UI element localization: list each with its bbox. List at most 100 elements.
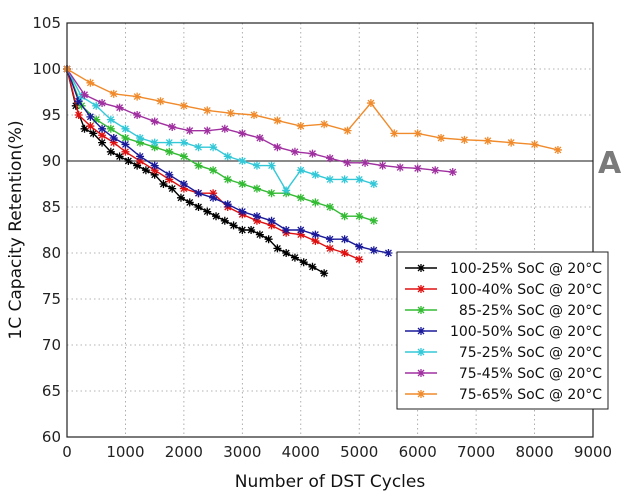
data-point xyxy=(238,180,247,188)
data-point xyxy=(86,112,95,121)
y-tick-label: 60 xyxy=(42,428,61,446)
data-point xyxy=(311,237,320,246)
data-point xyxy=(209,143,218,152)
legend-entry: 75-45% SoC @ 20°C xyxy=(405,366,602,382)
series-line xyxy=(66,68,559,151)
data-point xyxy=(396,163,405,172)
data-point xyxy=(378,161,387,170)
data-point xyxy=(290,253,299,262)
data-point xyxy=(311,198,320,207)
data-point xyxy=(185,126,194,135)
data-point xyxy=(273,143,282,152)
data-point xyxy=(194,189,203,198)
data-point xyxy=(431,166,440,175)
legend-marker xyxy=(417,285,425,293)
data-point xyxy=(252,216,261,225)
legend-marker xyxy=(417,327,425,335)
data-point xyxy=(255,134,264,142)
data-point xyxy=(413,129,422,138)
data-point xyxy=(179,101,188,110)
legend-label: 85-25% SoC @ 20°C xyxy=(459,303,602,319)
data-point xyxy=(320,269,329,278)
series-1 xyxy=(63,65,329,278)
data-point xyxy=(203,126,212,135)
x-tick-label: 3000 xyxy=(223,443,261,461)
data-point xyxy=(252,184,261,193)
data-point xyxy=(238,157,247,165)
data-point xyxy=(366,99,375,108)
data-point xyxy=(355,175,364,184)
data-point xyxy=(238,207,247,216)
data-point xyxy=(290,147,299,156)
data-point xyxy=(121,134,130,142)
legend-label: 100-25% SoC @ 20°C xyxy=(450,261,602,277)
data-point xyxy=(255,230,264,239)
series-line xyxy=(66,68,375,222)
data-point xyxy=(437,134,446,142)
data-point xyxy=(133,111,142,119)
data-point xyxy=(179,138,188,147)
data-point xyxy=(150,143,159,152)
data-point xyxy=(390,129,399,138)
legend-marker xyxy=(417,348,425,356)
data-point xyxy=(238,129,247,138)
y-tick-label: 105 xyxy=(32,14,61,32)
data-point xyxy=(165,138,174,147)
data-point xyxy=(106,115,115,124)
data-point xyxy=(326,235,334,244)
data-point xyxy=(483,136,492,145)
data-point xyxy=(165,175,174,184)
y-tick-label: 90 xyxy=(42,152,61,170)
x-tick-labels: 0 1000 2000 3000 4000 5000 6000 7000 8000 9000 xyxy=(62,443,612,461)
data-point xyxy=(74,111,83,119)
plot-frame xyxy=(66,22,594,438)
data-point xyxy=(273,116,282,125)
data-point xyxy=(229,221,238,230)
reference-line-label: A xyxy=(598,146,622,181)
y-tick-label: 65 xyxy=(42,382,61,400)
data-point xyxy=(150,166,159,175)
data-point xyxy=(194,203,203,211)
data-point xyxy=(308,149,317,158)
data-point xyxy=(159,180,168,188)
data-point xyxy=(185,198,194,207)
legend-entry: 75-65% SoC @ 20°C xyxy=(405,387,602,403)
data-point xyxy=(136,138,145,147)
data-point xyxy=(165,147,174,156)
data-point xyxy=(212,212,221,221)
data-point xyxy=(176,193,185,202)
data-point xyxy=(507,138,516,147)
data-point xyxy=(168,184,177,193)
x-tick-label: 5000 xyxy=(340,443,378,461)
data-point xyxy=(369,246,378,255)
data-point xyxy=(326,154,334,163)
data-point xyxy=(136,134,145,142)
data-point xyxy=(136,157,145,165)
series-layer xyxy=(63,65,562,278)
x-axis-label: Number of DST Cycles xyxy=(235,472,426,492)
data-point xyxy=(209,166,218,175)
data-point xyxy=(109,89,118,98)
x-tick-label: 7000 xyxy=(457,443,495,461)
data-point xyxy=(343,158,352,167)
y-tick-label: 80 xyxy=(42,244,61,262)
data-point xyxy=(106,124,115,133)
data-point xyxy=(311,170,320,179)
data-point xyxy=(194,161,203,170)
data-point xyxy=(106,147,115,156)
series-line xyxy=(66,68,360,261)
data-point xyxy=(267,221,276,230)
data-point xyxy=(86,78,95,87)
data-point xyxy=(115,152,124,161)
data-point xyxy=(308,262,317,271)
data-point xyxy=(264,235,273,244)
data-point xyxy=(340,212,349,221)
data-point xyxy=(121,124,130,133)
data-point xyxy=(156,97,165,106)
data-point xyxy=(220,216,229,225)
legend-marker xyxy=(417,369,425,377)
data-point xyxy=(209,189,218,198)
y-tick-label: 100 xyxy=(32,60,61,78)
data-point xyxy=(299,258,308,267)
